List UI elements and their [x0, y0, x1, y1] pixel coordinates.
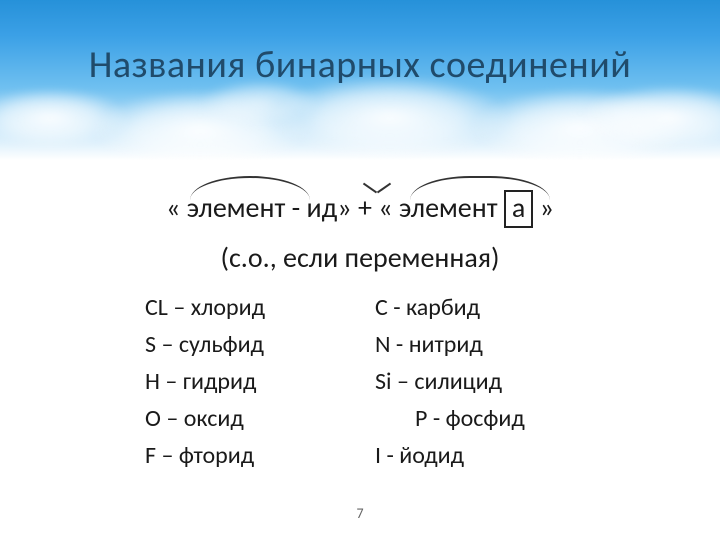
examples-grid: CL – хлорид C - карбид S – сульфид N - н… — [145, 293, 575, 470]
formula-text: » — [337, 190, 351, 225]
page-number: 7 — [0, 505, 720, 522]
example-item: C - карбид — [375, 293, 575, 322]
cloud-decoration — [580, 85, 720, 150]
formula-boxed-suffix: а — [504, 190, 533, 228]
formula-line: « элемент - ид» + « элемент а » — [166, 190, 554, 228]
subtitle: (с.о., если переменная) — [220, 240, 499, 275]
slide-content: « элемент - ид» + « элемент а » (с.о., е… — [0, 190, 720, 470]
example-item: CL – хлорид — [145, 293, 345, 322]
formula-text: + — [352, 190, 379, 225]
formula-text: « — [166, 190, 187, 225]
example-item: F – фторид — [145, 441, 345, 470]
formula-text: « — [378, 190, 399, 225]
example-item: O – оксид — [145, 404, 345, 433]
example-item: N - нитрид — [375, 330, 575, 359]
formula-text: ид — [307, 190, 338, 225]
arc-decoration — [190, 176, 310, 200]
example-item: Si – силицид — [375, 367, 575, 396]
example-item: H – гидрид — [145, 367, 345, 396]
example-item: S – сульфид — [145, 330, 345, 359]
slide-title: Названия бинарных соединений — [0, 42, 720, 88]
example-item: P - фосфид — [375, 404, 575, 433]
example-item: I - йодид — [375, 441, 575, 470]
